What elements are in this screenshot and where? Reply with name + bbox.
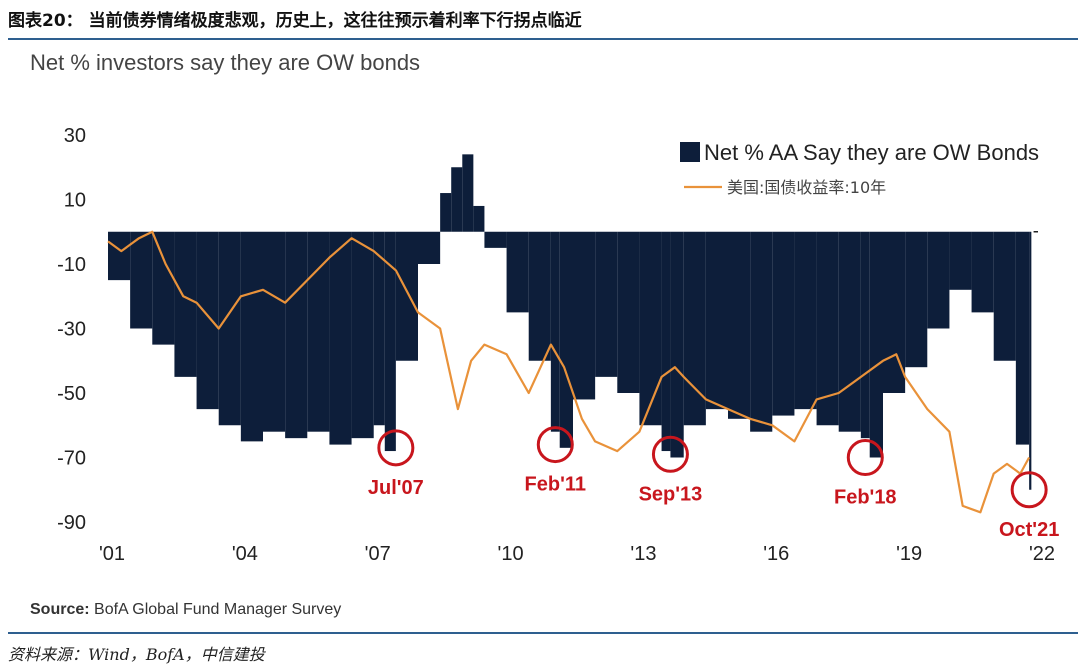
annotation-label: Feb'11 (525, 474, 586, 496)
bar (573, 231, 596, 400)
x-tick-label: '10 (498, 543, 524, 565)
treasury-yield-line (107, 230, 1031, 514)
bar (1029, 231, 1032, 490)
bar (750, 231, 773, 432)
x-tick-label: '07 (365, 543, 391, 565)
bar (617, 231, 640, 393)
x-tick-label: '22 (1029, 543, 1055, 565)
annotation-circle (846, 439, 884, 476)
bar (240, 231, 263, 442)
legend: Net % AA Say they are OW Bonds 美国:国债收益率:1… (680, 140, 1039, 197)
x-axis: '01 '04 '07 '10 '13 '16 '19 '22 (99, 543, 1055, 565)
bar (728, 231, 751, 419)
bar (451, 167, 463, 232)
annotation-circle (651, 435, 689, 473)
legend-bar-label: Net % AA Say they are OW Bonds (704, 140, 1039, 165)
annotation-circle (1010, 471, 1048, 509)
annotation-label: Oct'21 (999, 519, 1059, 541)
y-tick-label: 10 (64, 190, 86, 212)
bottom-rule (8, 632, 1078, 634)
figure-footer: 资料来源：Wind，BofA，中信建投 (8, 645, 265, 664)
bar (1015, 231, 1030, 445)
bar (772, 231, 795, 416)
top-rule (8, 38, 1078, 40)
source-label: Source: (30, 601, 90, 618)
figure-title: 图表20： 当前债券情绪极度悲观，历史上，这往往预示着利率下行拐点临近 (8, 11, 582, 31)
bar (196, 231, 219, 410)
bar (384, 231, 396, 452)
x-tick-label: '01 (99, 543, 125, 565)
bar (993, 231, 1016, 361)
y-tick-label: -10 (57, 254, 86, 276)
bar (838, 231, 861, 432)
bar (670, 231, 684, 458)
legend-line-label: 美国:国债收益率:10年 (727, 178, 886, 197)
bar (869, 231, 883, 458)
bar (373, 231, 385, 426)
chart-title: Net % investors say they are OW bonds (30, 50, 421, 75)
bar (705, 231, 728, 410)
bar (473, 205, 485, 232)
bar (550, 231, 560, 432)
bar (307, 231, 330, 432)
bar (528, 231, 551, 361)
bar (440, 193, 452, 232)
annotation-circle (377, 429, 415, 467)
annotations: Jul'07 Feb'11 Sep'13 Feb'18 Oct'21 (368, 426, 1059, 541)
bar (351, 231, 374, 439)
bar (218, 231, 241, 426)
x-tick-label: '04 (232, 543, 258, 565)
bar (329, 231, 352, 445)
bar (949, 231, 972, 290)
bar (462, 154, 474, 232)
y-tick-label: -70 (57, 448, 86, 470)
x-tick-label: '13 (630, 543, 656, 565)
bar (174, 231, 197, 377)
bar-series (108, 154, 1038, 490)
annotation-circle (536, 426, 574, 464)
bar (595, 231, 618, 377)
source-text: BofA Global Fund Manager Survey (94, 601, 342, 618)
y-tick-label: -50 (57, 383, 86, 405)
y-axis: 30 10 -10 -30 -50 -70 -90 (57, 125, 86, 534)
y-tick-label: -30 (57, 319, 86, 341)
bar (108, 231, 131, 281)
bar (130, 231, 153, 329)
x-tick-label: '19 (896, 543, 922, 565)
bar (971, 231, 994, 313)
source-note: Source: BofA Global Fund Manager Survey (30, 601, 341, 619)
bar (285, 231, 308, 439)
bar (816, 231, 839, 426)
bar (395, 231, 418, 361)
line-series (107, 230, 1031, 514)
bar (559, 231, 573, 448)
x-tick-label: '16 (763, 543, 789, 565)
annotation-label: Feb'18 (834, 487, 897, 509)
y-tick-label: -90 (57, 512, 86, 534)
bar (263, 231, 286, 432)
bar (883, 231, 906, 393)
legend-bar-swatch (680, 142, 700, 162)
bar (860, 231, 870, 439)
bar (794, 231, 817, 410)
bar (661, 231, 671, 452)
annotation-label: Sep'13 (639, 483, 703, 505)
bar (905, 231, 928, 368)
bar (927, 231, 950, 329)
bar (484, 231, 507, 248)
bar (639, 231, 662, 426)
bar (152, 231, 175, 345)
annotation-label: Jul'07 (368, 477, 424, 499)
y-tick-label: 30 (64, 125, 86, 147)
bar (683, 231, 706, 426)
bar (418, 231, 441, 264)
bar (506, 231, 529, 313)
